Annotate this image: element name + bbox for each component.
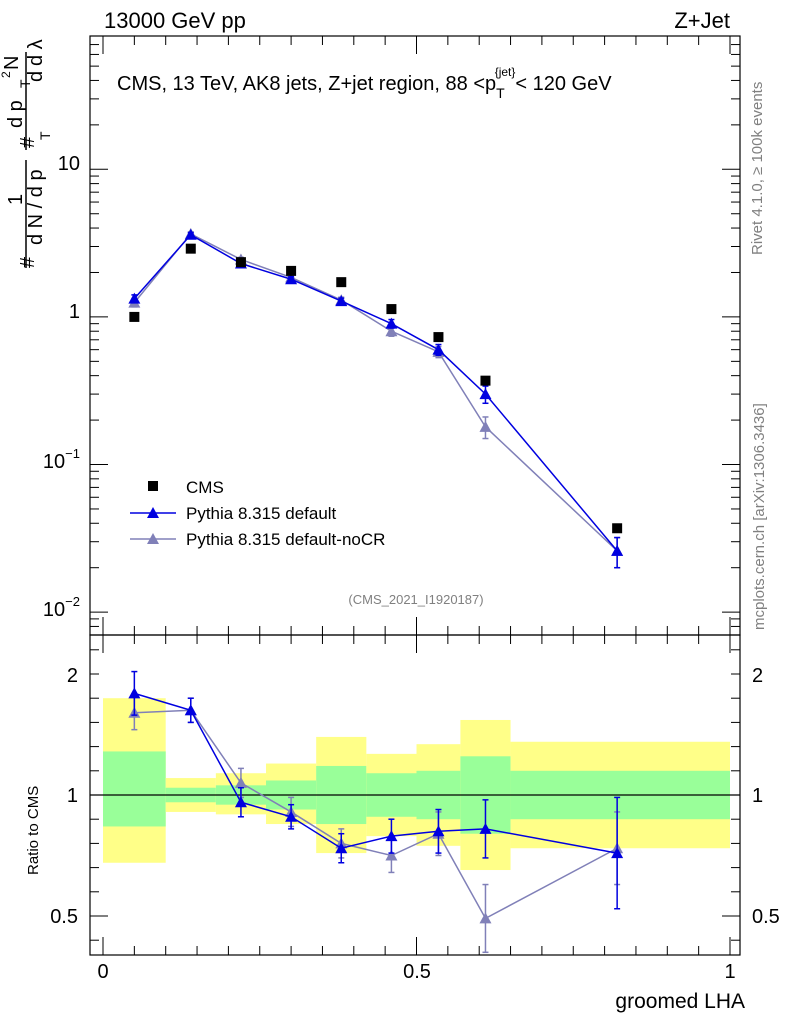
ratio-band-inner (103, 751, 166, 827)
x-axis-label: groomed LHA (615, 990, 745, 1013)
ytick-label-3: 10 (58, 153, 80, 175)
ratio-point (234, 776, 247, 788)
ratio-ytick-right-1: 1 (752, 785, 763, 807)
rivet-label: Rivet 4.1.0, ≥ 100k events (749, 82, 766, 255)
main-series-layer (128, 227, 624, 569)
cms-data-point (480, 375, 491, 386)
ytick-label-1: 10−1 (43, 446, 80, 473)
main-point (479, 388, 492, 400)
ylabel-sup-2: 2 (0, 71, 13, 78)
main-point (335, 295, 348, 307)
main-axis-ticks (90, 35, 740, 636)
ylabel-dlambda: d λ (25, 39, 47, 66)
main-point (128, 292, 141, 304)
cms-data-point (185, 243, 196, 254)
ratio-point (184, 704, 197, 716)
ratio-x-tick-labels: 0 0.5 1 (97, 961, 735, 983)
plot-title: CMS, 13 TeV, AK8 jets, Z+jet region, 88 … (117, 65, 612, 101)
legend: CMS Pythia 8.315 default Pythia 8.315 de… (130, 478, 385, 549)
ratio-point (479, 912, 492, 924)
ratio-series-layer (128, 670, 624, 954)
ylabel-one: 1 (5, 194, 27, 205)
ratio-y-axis-label: Ratio to CMS (25, 786, 42, 875)
ytick-label-0: 10−2 (43, 594, 80, 621)
cms-data-point (386, 304, 397, 315)
ylabel-hash-2: # (17, 136, 39, 148)
cms-data-point (235, 257, 246, 268)
ylabel-n: N (1, 56, 23, 70)
ylabel-d-lambda-d: d (25, 71, 47, 82)
main-point (432, 343, 445, 355)
ylabel-dn-dpt: d N / d p (25, 169, 47, 245)
ratio-plot (89, 634, 741, 956)
ratio-point (128, 687, 141, 699)
ylabel-sub-t2: T (17, 79, 33, 88)
ratio-ytick-right-2: 2 (752, 665, 763, 687)
ratio-y-tick-labels: 0.5 1 2 0.5 1 2 (50, 665, 780, 928)
main-point (385, 317, 398, 329)
ratio-point (285, 810, 298, 822)
main-point (385, 325, 398, 337)
cms-data-point (286, 265, 297, 276)
cms-data-point (129, 311, 140, 322)
main-point (184, 228, 197, 240)
legend-marker-nocr (147, 533, 159, 544)
ratio-point (432, 825, 445, 837)
header-left: 13000 GeV pp (104, 8, 246, 33)
header-right: Z+Jet (674, 8, 730, 33)
legend-label-default: Pythia 8.315 default (186, 504, 337, 523)
xtick-label-2: 1 (724, 961, 735, 983)
ratio-ytick-right-0: 0.5 (752, 906, 780, 928)
mcplots-label: mcplots.cern.ch [arXiv:1306.3436] (751, 403, 768, 630)
ratio-ytick-left-0: 0.5 (50, 906, 78, 928)
main-y-tick-labels: 10−2 10−1 1 10 (43, 153, 80, 621)
ylabel-dpt: d p (5, 100, 27, 128)
legend-label-nocr: Pythia 8.315 default-noCR (186, 530, 385, 549)
legend-marker-default (147, 507, 159, 518)
cms-data-point (612, 523, 623, 534)
legend-label-cms: CMS (186, 478, 224, 497)
ylabel-hash-1: # (17, 256, 39, 268)
main-point (611, 544, 624, 556)
legend-marker-cms (148, 481, 158, 491)
xtick-label-1: 0.5 (403, 961, 431, 983)
main-point (285, 273, 298, 285)
xtick-label-0: 0 (97, 961, 108, 983)
plot-title-tail: < 120 GeV (515, 73, 612, 95)
analysis-watermark: (CMS_2021_I1920187) (348, 592, 483, 607)
ratio-point (385, 849, 398, 861)
ratio-ytick-left-2: 2 (67, 665, 78, 687)
plot-title-main: CMS, 13 TeV, AK8 jets, Z+jet region, 88 … (117, 73, 496, 95)
ratio-point (385, 830, 398, 842)
ratio-point (479, 822, 492, 834)
ratio-point (611, 847, 624, 859)
y-axis-label: # 1 d N / d p T # d p T d 2 N d λ (0, 39, 53, 268)
cms-data-point (433, 332, 444, 343)
plot-title-sup: {jet} (495, 65, 516, 79)
cms-data-point (336, 277, 347, 288)
main-point (479, 420, 492, 432)
ratio-point (234, 796, 247, 808)
ratio-ytick-left-1: 1 (67, 785, 78, 807)
ytick-label-2: 1 (69, 301, 80, 323)
ylabel-sub-t1: T (37, 131, 53, 140)
plot-title-sub: T (496, 85, 505, 101)
ratio-point (335, 842, 348, 854)
ratio-axis-ticks (90, 635, 740, 955)
